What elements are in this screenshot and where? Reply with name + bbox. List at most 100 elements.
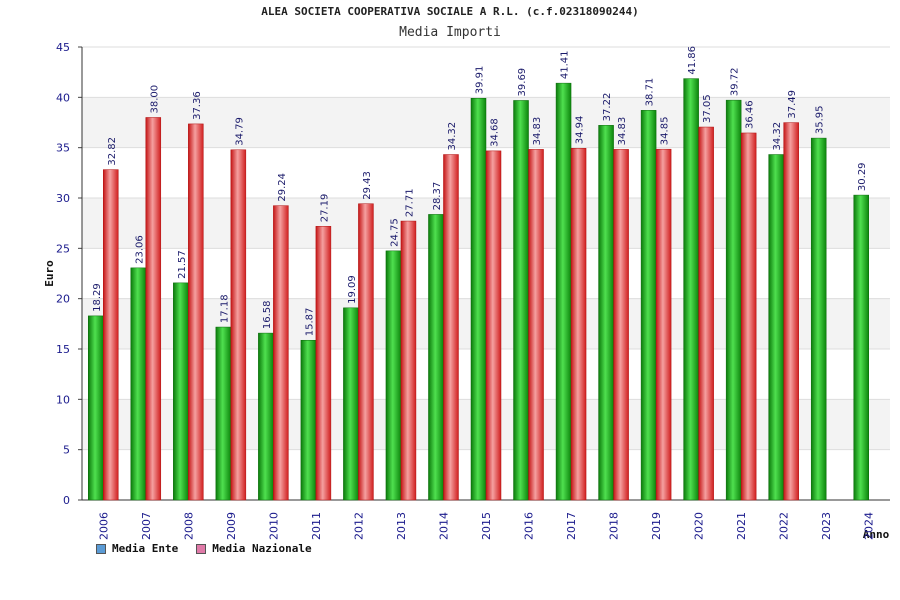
chart-subtitle: Media Importi	[399, 25, 501, 40]
data-label-media-nazionale-2018: 34.83	[617, 117, 628, 146]
data-label-media-nazionale-2016: 34.83	[532, 117, 543, 146]
bar-media-nazionale-2021	[740, 132, 757, 501]
data-label-media-nazionale-2019: 34.85	[660, 117, 671, 146]
x-axis-label: Anno	[863, 528, 890, 541]
data-label-media-ente-2010: 16.58	[262, 300, 273, 329]
data-label-media-nazionale-2009: 34.79	[234, 117, 245, 146]
data-label-media-nazionale-2008: 37.36	[192, 91, 203, 120]
data-label-media-nazionale-2022: 37.49	[787, 90, 798, 119]
x-tick-label: 2020	[693, 512, 706, 540]
bar-media-nazionale-2022	[783, 122, 799, 501]
y-tick-label: 5	[63, 444, 70, 457]
y-tick-label: 20	[56, 293, 70, 306]
bar-media-nazionale-2014	[443, 154, 459, 501]
data-label-media-ente-2023: 35.95	[815, 105, 826, 134]
bar-media-ente-2008	[173, 282, 189, 501]
bar-media-ente-2021	[725, 99, 742, 501]
y-tick-label: 30	[56, 192, 70, 205]
data-label-media-ente-2014: 28.37	[432, 182, 443, 211]
bar-media-ente-2015	[470, 97, 487, 501]
bar-media-nazionale-2020	[698, 126, 714, 501]
y-tick-label: 10	[56, 393, 70, 406]
x-tick-label: 2008	[182, 512, 195, 540]
x-tick-label: 2017	[565, 512, 578, 540]
x-tick-label: 2018	[608, 512, 621, 540]
x-tick-label: 2007	[140, 512, 153, 540]
data-label-media-nazionale-2007: 38.00	[149, 85, 160, 114]
bar-media-nazionale-2019	[655, 148, 672, 501]
legend-label-media-nazionale: Media Nazionale	[212, 542, 312, 555]
bar-media-ente-2020	[683, 78, 699, 501]
chart-legend: Media Ente Media Nazionale	[96, 542, 330, 555]
data-label-media-ente-2017: 41.41	[560, 50, 571, 79]
bar-media-ente-2012	[343, 307, 359, 501]
data-label-media-ente-2015: 39.91	[475, 66, 486, 95]
data-label-media-ente-2012: 19.09	[347, 275, 358, 304]
bar-media-ente-2023	[810, 137, 827, 501]
bar-media-ente-2017	[555, 82, 572, 501]
x-tick-label: 2014	[437, 512, 450, 540]
legend-item-media-ente: Media Ente	[96, 542, 178, 555]
y-tick-label: 0	[63, 494, 70, 507]
bar-media-ente-2006	[88, 315, 104, 501]
data-label-media-ente-2024: 30.29	[857, 162, 868, 191]
bar-media-ente-2018	[598, 125, 614, 501]
bar-media-ente-2011	[300, 339, 317, 501]
grid-band	[82, 47, 890, 98]
data-label-media-nazionale-2006: 32.82	[107, 137, 118, 166]
data-label-media-ente-2021: 39.72	[730, 68, 741, 97]
data-label-media-ente-2011: 15.87	[304, 308, 315, 337]
data-label-media-ente-2009: 17.18	[219, 294, 230, 323]
x-tick-label: 2012	[352, 512, 365, 540]
bar-media-nazionale-2018	[613, 149, 629, 501]
data-label-media-nazionale-2010: 29.24	[277, 173, 288, 202]
data-label-media-ente-2007: 23.06	[134, 235, 145, 264]
bar-media-nazionale-2010	[273, 205, 289, 501]
x-tick-label: 2023	[820, 512, 833, 540]
x-tick-label: 2022	[778, 512, 791, 540]
data-label-media-ente-2008: 21.57	[177, 250, 188, 279]
y-axis-label: Euro	[43, 260, 56, 287]
y-tick-label: 35	[56, 142, 70, 155]
bar-media-ente-2016	[513, 100, 529, 501]
x-tick-label: 2016	[523, 512, 536, 540]
legend-item-media-nazionale: Media Nazionale	[196, 542, 312, 555]
x-tick-label: 2011	[310, 512, 323, 540]
x-tick-label: 2006	[97, 512, 110, 540]
data-label-media-ente-2006: 18.29	[92, 283, 103, 312]
x-tick-label: 2010	[267, 512, 280, 540]
bar-media-ente-2014	[428, 214, 444, 501]
data-label-media-nazionale-2011: 27.19	[319, 194, 330, 223]
x-tick-label: 2013	[395, 512, 408, 540]
bar-media-ente-2024	[853, 194, 869, 501]
data-label-media-nazionale-2014: 34.32	[447, 122, 458, 151]
x-tick-label: 2019	[650, 512, 663, 540]
data-label-media-ente-2016: 39.69	[517, 68, 528, 97]
y-tick-label: 40	[56, 91, 70, 104]
data-label-media-nazionale-2020: 37.05	[702, 94, 713, 123]
y-tick-label: 45	[56, 41, 70, 54]
y-tick-label: 15	[56, 343, 70, 356]
bar-media-ente-2022	[768, 154, 784, 501]
bar-media-ente-2007	[130, 267, 147, 501]
bar-media-nazionale-2017	[570, 148, 587, 501]
bar-media-nazionale-2011	[315, 226, 332, 501]
data-label-media-nazionale-2017: 34.94	[575, 116, 586, 145]
data-label-media-nazionale-2021: 36.46	[745, 100, 756, 129]
chart-title: ALEA SOCIETA COOPERATIVA SOCIALE A R.L. …	[261, 5, 639, 18]
data-label-media-ente-2020: 41.86	[687, 46, 698, 75]
x-tick-label: 2024	[863, 512, 876, 540]
bar-media-ente-2013	[385, 250, 402, 501]
x-tick-label: 2015	[480, 512, 493, 540]
bar-media-nazionale-2015	[485, 150, 502, 501]
bar-media-nazionale-2008	[188, 123, 204, 501]
data-label-media-ente-2019: 38.71	[645, 78, 656, 107]
bar-media-nazionale-2009	[230, 149, 247, 501]
data-label-media-ente-2013: 24.75	[389, 218, 400, 247]
bar-media-nazionale-2016	[528, 149, 544, 501]
x-tick-label: 2009	[225, 512, 238, 540]
bar-media-nazionale-2007	[145, 117, 162, 501]
data-label-media-ente-2018: 37.22	[602, 93, 613, 122]
data-label-media-nazionale-2013: 27.71	[404, 188, 415, 217]
